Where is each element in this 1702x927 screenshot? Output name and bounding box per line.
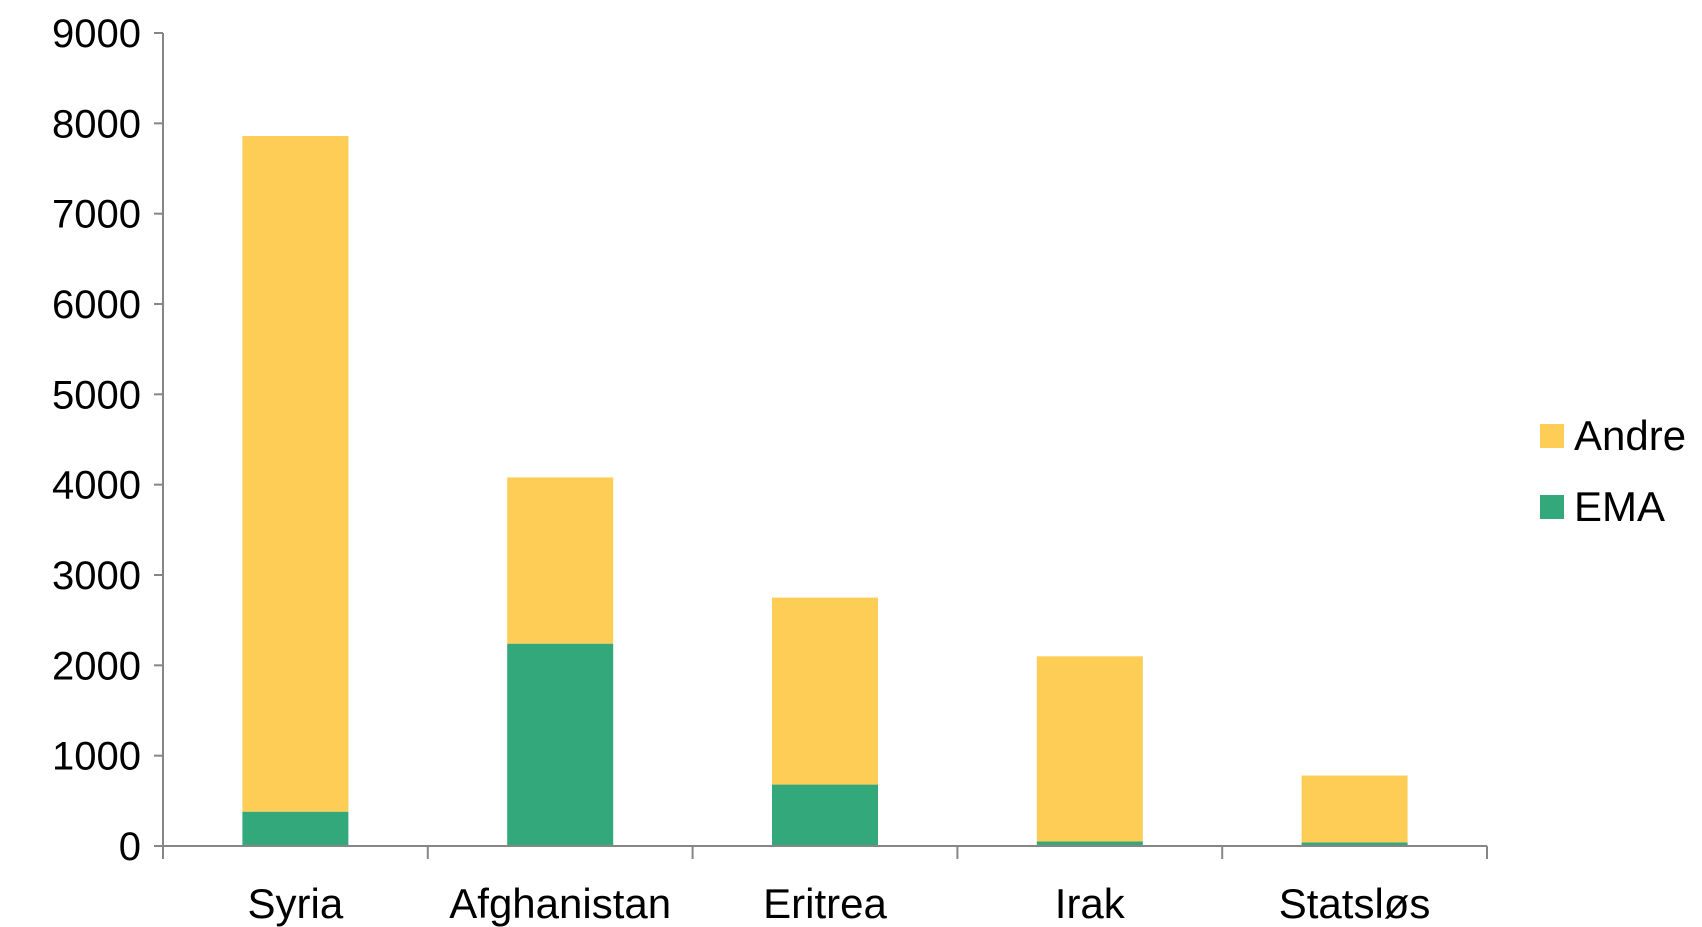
bar-segment-andre-3	[1036, 656, 1143, 842]
y-tick-label: 5000	[52, 373, 141, 417]
bar-segment-andre-1	[507, 477, 614, 644]
y-tick-label: 9000	[52, 12, 141, 56]
y-tick-label: 0	[119, 825, 141, 869]
bar-segment-ema-4	[1301, 842, 1408, 846]
y-tick-label: 4000	[52, 464, 141, 508]
bar-segment-ema-3	[1036, 841, 1143, 846]
axes	[162, 33, 1488, 859]
bar-segment-andre-4	[1301, 775, 1408, 843]
bar-segment-ema-0	[242, 811, 349, 846]
bar-segment-andre-0	[242, 135, 349, 812]
y-tick-label: 7000	[52, 193, 141, 237]
bar-segment-ema-1	[507, 643, 614, 846]
x-tick-label: Eritrea	[763, 880, 887, 927]
legend-label-ema: EMA	[1574, 483, 1665, 530]
legend-swatch-ema	[1540, 495, 1564, 519]
bars	[242, 135, 1408, 846]
bar-segment-andre-2	[772, 597, 878, 785]
y-axis-ticks: 0 1000 2000 3000 4000 5000 6000 7000 8000 9000	[52, 12, 163, 869]
x-tick-label: Afghanistan	[449, 880, 671, 927]
x-tick-label: Irak	[1055, 880, 1126, 927]
x-tick-label: Statsløs	[1279, 880, 1431, 927]
legend: Andre EMA	[1540, 412, 1686, 530]
legend-label-andre: Andre	[1574, 412, 1686, 459]
y-tick-label: 2000	[52, 644, 141, 688]
bar-segment-ema-2	[772, 784, 878, 846]
legend-swatch-andre	[1540, 424, 1564, 448]
y-tick-label: 6000	[52, 283, 141, 327]
y-tick-label: 1000	[52, 735, 141, 779]
x-tick-label: Syria	[248, 880, 344, 927]
y-tick-label: 3000	[52, 554, 141, 598]
x-axis-tick-labels: Syria Afghanistan Eritrea Irak Statsløs	[248, 880, 1431, 927]
y-tick-label: 8000	[52, 102, 141, 146]
